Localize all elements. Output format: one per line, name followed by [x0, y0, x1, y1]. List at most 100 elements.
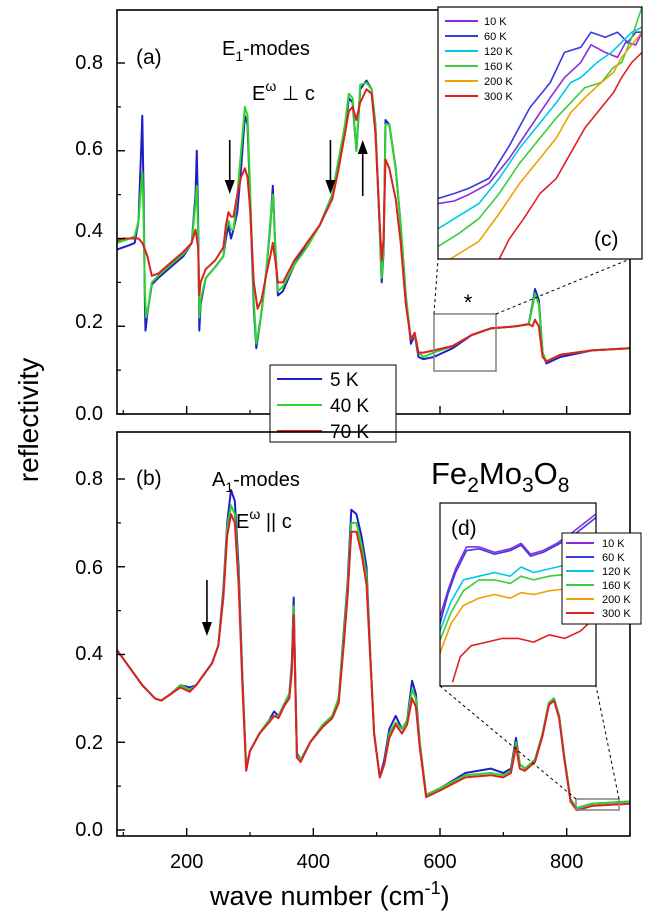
panel-b-ytick-label: 0.6 — [75, 557, 103, 579]
panel-b-lines — [117, 489, 630, 812]
inset-c-label: (c) — [594, 228, 619, 251]
formula-o: O — [534, 456, 558, 491]
x-tick-label: 800 — [550, 851, 583, 873]
panel-a-ytick-label: 0.0 — [75, 403, 103, 425]
legend-label: 10 K — [484, 16, 507, 28]
panel-a-zoom-box — [433, 313, 497, 372]
x-axis-label-close: ) — [441, 881, 450, 911]
series-line-70k — [117, 88, 630, 363]
panel-a-title2-sup: ω — [265, 78, 276, 94]
panel-a: 0.0 0.2 0.4 0.6 0.8 (a) E1-modes Eω ⊥ c … — [75, 9, 631, 443]
formula-sub-2: 2 — [467, 474, 479, 497]
series-line-40k — [117, 81, 630, 363]
panel-b-ticks — [117, 478, 631, 836]
inset-d: (d) 10 K 60 K 120 K 160 K 200 K 300 K — [439, 502, 642, 687]
legend-box — [269, 364, 397, 443]
arrow-up-annotation — [357, 140, 368, 196]
formula-sub-3: 3 — [522, 474, 534, 497]
legend-box — [561, 532, 642, 625]
legend-label: 200 K — [484, 76, 513, 88]
inset-c-series-200k — [448, 31, 642, 259]
legend-label: 300 K — [602, 608, 631, 620]
inset-c-series-300k — [498, 51, 642, 259]
series-line-5k — [117, 79, 630, 365]
x-axis-label: wave number (cm-1) — [209, 878, 450, 911]
panel-a-ytick-label: 0.2 — [75, 311, 103, 333]
inset-d-series-10k — [440, 513, 596, 617]
panel-b-title2-sup: ω — [249, 506, 260, 522]
inset-c-legend: 10 K 60 K 120 K 160 K 200 K 300 K — [445, 16, 513, 103]
x-axis-label-main: wave number (cm — [209, 881, 425, 911]
inset-d-label: (d) — [451, 517, 477, 540]
panel-a-title-line2: Eω ⊥ c — [252, 78, 315, 105]
inset-c-series-10k — [438, 31, 642, 205]
x-tick-label: 200 — [170, 851, 203, 873]
panel-a-ytick-label: 0.8 — [75, 52, 103, 74]
panel-a-title2-rest: ⊥ c — [276, 83, 315, 105]
panel-b-frame — [116, 431, 631, 837]
legend-label: 160 K — [484, 61, 513, 73]
x-tick-labels: 200 400 600 800 — [170, 851, 583, 873]
legend-label-40k: 40 K — [330, 396, 369, 417]
x-tick-label: 600 — [423, 851, 456, 873]
y-axis-label: reflectivity — [13, 358, 44, 482]
zoom-connector-a1 — [433, 258, 439, 315]
panel-b-ytick-label: 0.0 — [75, 819, 103, 841]
panel-b-title-sub: 1 — [225, 479, 233, 495]
panel-a-title-main: E — [222, 38, 235, 60]
formula-sub-8: 8 — [558, 474, 570, 497]
panel-b-title-main: A — [212, 469, 226, 491]
inset-c-lines — [438, 7, 642, 259]
inset-c-frame — [437, 6, 643, 260]
panel-b-title2-main: E — [236, 511, 249, 533]
panel-b-arrows — [201, 580, 212, 636]
panel-a-title-line1: E1-modes — [222, 38, 310, 64]
inset-c-series-120k — [438, 26, 642, 230]
inset-d-legend: 10 K 60 K 120 K 160 K 200 K 300 K — [561, 532, 642, 625]
panel-a-title2-main: E — [252, 83, 265, 105]
series-line-70k — [117, 513, 630, 812]
inset-c-background — [438, 7, 642, 259]
panel-b-label: (b) — [136, 467, 162, 490]
legend-label: 60 K — [484, 31, 507, 43]
arrow-down-annotation — [325, 140, 336, 194]
panel-b-zoom-box — [575, 798, 620, 811]
inset-d-series-300k — [451, 615, 596, 683]
panel-b-title2-rest: || c — [260, 511, 292, 533]
panel-a-star: * — [464, 290, 473, 315]
panel-a-arrows — [224, 140, 368, 196]
legend-label: 160 K — [602, 580, 631, 592]
x-tick-label: 400 — [297, 851, 330, 873]
zoom-connector-a2 — [495, 258, 631, 315]
x-axis-label-sup: -1 — [425, 878, 441, 898]
compound-formula: Fe2Mo3O8 — [431, 456, 569, 497]
panel-b-title-line2: Eω || c — [236, 506, 292, 533]
panel-a-title-rest: -modes — [243, 38, 310, 60]
panel-b-ytick-label: 0.4 — [75, 643, 103, 665]
legend-label: 60 K — [602, 552, 625, 564]
panel-a-yticklabels: 0.0 0.2 0.4 0.6 0.8 — [75, 52, 103, 425]
panel-b-title-line1: A1-modes — [212, 469, 300, 495]
panel-b-yticklabels: 0.0 0.2 0.4 0.6 0.8 — [75, 468, 103, 841]
arrow-down-annotation — [201, 580, 212, 636]
legend-label-5k: 5 K — [330, 370, 359, 391]
legend-label: 10 K — [602, 538, 625, 550]
panel-a-legend: 5 K 40 K 70 K — [269, 364, 397, 443]
arrow-down-annotation — [224, 140, 235, 194]
legend-label: 120 K — [602, 566, 631, 578]
inset-c-series-160k — [438, 7, 642, 248]
panel-b-title-rest: -modes — [233, 469, 300, 491]
panel-a-title-sub: 1 — [235, 48, 243, 64]
legend-label: 120 K — [484, 46, 513, 58]
panel-b-ytick-label: 0.2 — [75, 732, 103, 754]
panel-a-ytick-label: 0.6 — [75, 138, 103, 160]
formula-mo: Mo — [479, 456, 522, 491]
zoom-connector-b2 — [595, 685, 620, 800]
formula-fe: Fe — [431, 456, 467, 491]
inset-c: 10 K 60 K 120 K 160 K 200 K 300 K (c) — [437, 6, 643, 260]
legend-label: 200 K — [602, 594, 631, 606]
panel-a-lines — [117, 79, 630, 365]
panel-a-label: (a) — [136, 46, 162, 69]
legend-label: 300 K — [484, 91, 513, 103]
